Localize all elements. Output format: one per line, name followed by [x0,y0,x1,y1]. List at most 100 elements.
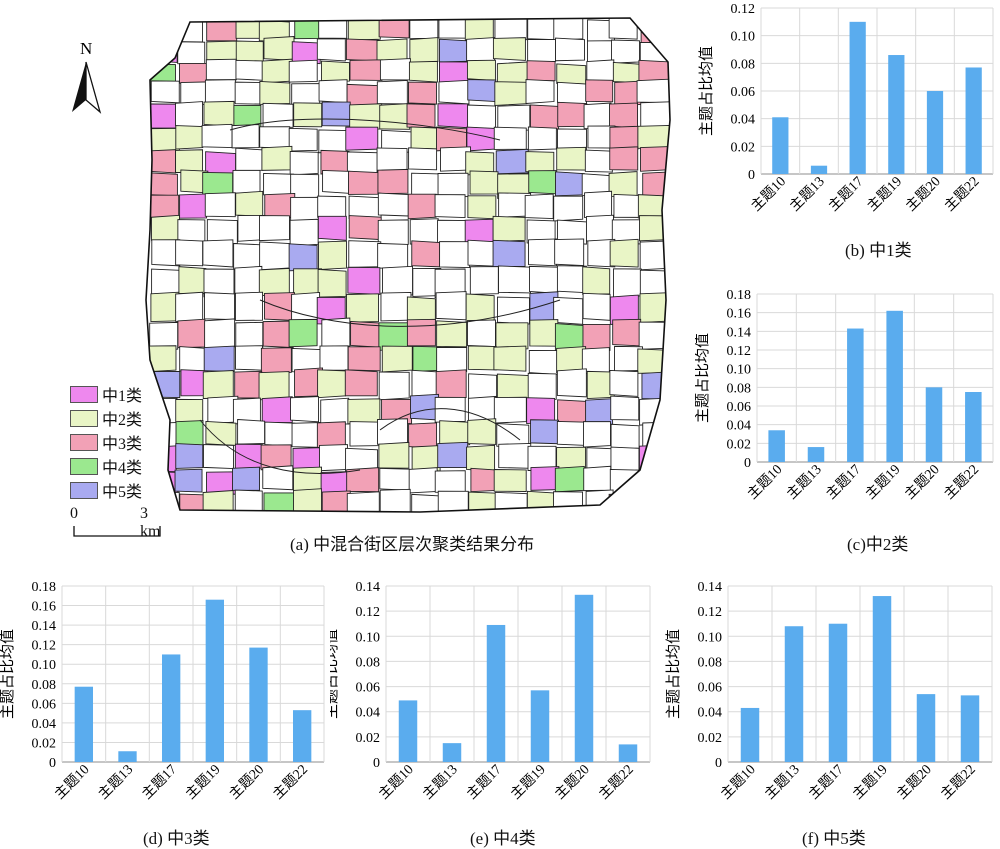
map-block [262,102,294,128]
map-block [437,441,469,469]
map-block [344,369,378,397]
bar [886,310,903,462]
map-block [258,371,290,401]
chart-f: 主题占比均值 0 0.02 0.04 0.06 0.08 0.10 0.12 0.14 主题10 主… [660,570,1000,848]
map-block [609,238,639,268]
x-tick-label: 主题13 [420,762,461,803]
map-block [583,465,612,492]
map-block [234,265,263,296]
map-block [587,238,616,268]
map-block [291,422,321,448]
map-block [638,59,670,82]
map-block [497,104,531,131]
map-block [411,172,441,197]
map-block [585,79,614,103]
map-block [496,373,530,401]
map-block [347,266,381,295]
bar [916,694,936,762]
y-axis-label: 主题占比均值 [330,629,340,719]
y-tick-label: 0.10 [32,658,57,673]
x-tick-label: 主题19 [508,762,549,803]
map-block [467,79,497,102]
bar [872,596,892,762]
y-tick-label: 0 [715,756,722,771]
map-block [206,18,238,42]
map-block [434,470,466,494]
x-tick-label: 主题22 [938,762,979,803]
bar [486,624,506,762]
map-block [235,190,264,217]
map-block [179,193,208,219]
map-block [556,63,587,85]
map-block [293,488,322,512]
map-block [202,171,234,196]
map-block [316,421,346,448]
chart-d: 主题占比均值 0 0.02 0.04 0.06 0.08 0.10 0.12 0.14 0.16 0… [0,570,330,848]
y-tick-label: 0.12 [32,639,57,654]
district-map: N [72,17,671,513]
map-block [235,59,264,81]
map-block [529,319,559,347]
map-block [434,194,466,219]
map-block [174,468,203,493]
legend-item: 中4类 [70,454,142,478]
map-block [317,268,347,298]
map-block [151,370,181,399]
map-block [288,59,318,83]
x-tick-label: 主题22 [941,462,982,503]
map-block [492,239,526,268]
map-block [609,125,639,150]
legend-label: 中5类 [102,484,143,501]
y-tick-label: 0.08 [32,678,57,693]
map-block [437,103,469,129]
map-block [639,397,670,426]
map-outline [145,17,671,513]
map-road [259,299,561,327]
y-tick-label: 0.04 [727,419,752,434]
map-block [636,493,670,512]
map-block [318,129,348,154]
map-block [409,37,439,64]
y-tick-label: 0 [744,456,751,471]
map-block [585,489,614,512]
x-tick-label: 主题17 [823,462,864,503]
map-block [235,147,264,171]
map-block [203,100,235,127]
legend-item: 中5类 [70,478,142,502]
map-block [556,346,587,373]
map-block [466,59,496,82]
map-block [530,466,560,491]
map-road [379,408,521,441]
map-block [466,444,496,472]
bar [530,690,550,762]
y-tick-label: 0.10 [731,30,756,45]
y-axis-label: 主题占比均值 [0,629,16,719]
map-block [263,173,295,197]
map-block [438,38,470,63]
map-block [203,345,235,373]
map-block [437,172,469,198]
y-axis-label: 主题占比均值 [695,333,711,423]
map-block [468,491,498,512]
map-block [175,101,203,128]
bar [965,67,982,174]
map-block [641,466,670,492]
map-block [582,323,611,351]
map-block [553,491,584,512]
legend-label: 中1类 [102,388,143,405]
chart-c-svg: 主题占比均值 0 0.02 0.04 0.06 0.08 0.10 0.12 0.14 0.16 0… [694,288,994,503]
map-block [637,348,670,374]
map-block [203,444,234,469]
map-block [150,80,180,104]
map-block [582,292,611,321]
y-tick-label: 0.16 [727,307,752,322]
map-block [175,291,204,322]
y-tick-label: 0.12 [698,605,723,620]
map-block [349,103,383,131]
map-blocks [147,18,670,512]
map-block [289,150,319,176]
map-block [232,169,261,194]
legend-label: 中4类 [102,460,143,477]
map-block [528,349,558,375]
